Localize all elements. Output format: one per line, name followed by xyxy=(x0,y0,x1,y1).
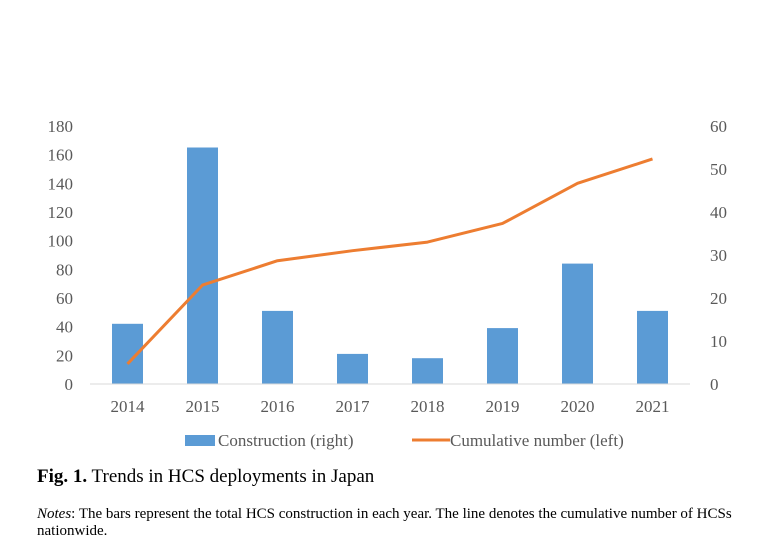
x-axis-ticks: 2014 2015 2016 2017 2018 2019 2020 2021 xyxy=(111,397,670,416)
figure-notes: Notes: The bars represent the total HCS … xyxy=(37,506,757,540)
x-tick-label: 2020 xyxy=(561,397,595,416)
left-tick-label: 160 xyxy=(48,146,74,165)
legend-label-cumulative: Cumulative number (left) xyxy=(450,431,624,450)
left-axis-ticks: 0 20 40 60 80 100 120 140 160 180 xyxy=(48,117,74,394)
left-tick-label: 100 xyxy=(48,232,74,251)
x-tick-label: 2016 xyxy=(261,397,295,416)
right-tick-label: 40 xyxy=(710,203,727,222)
bar-series xyxy=(112,147,668,384)
bar-2018 xyxy=(412,358,443,384)
figure-label: Fig. 1. xyxy=(37,466,88,487)
legend: Construction (right) Cumulative number (… xyxy=(185,431,624,450)
x-tick-label: 2021 xyxy=(636,397,670,416)
figure-caption: Fig. 1. Trends in HCS deployments in Jap… xyxy=(37,466,374,488)
figure-title: Trends in HCS deployments in Japan xyxy=(87,466,375,487)
right-tick-label: 30 xyxy=(710,246,727,265)
right-tick-label: 10 xyxy=(710,332,727,351)
bar-2021 xyxy=(637,310,668,384)
x-tick-label: 2015 xyxy=(186,397,220,416)
x-tick-label: 2018 xyxy=(411,397,445,416)
notes-label: Notes xyxy=(37,506,72,522)
x-tick-label: 2017 xyxy=(336,397,371,416)
right-tick-label: 20 xyxy=(710,289,727,308)
right-axis-ticks: 0 10 20 30 40 50 60 xyxy=(710,117,727,394)
x-tick-label: 2014 xyxy=(111,397,146,416)
right-tick-label: 50 xyxy=(710,160,727,179)
bar-2015 xyxy=(187,147,218,384)
left-tick-label: 60 xyxy=(56,289,73,308)
left-tick-label: 140 xyxy=(48,174,74,193)
bar-2017 xyxy=(337,353,368,384)
right-tick-label: 0 xyxy=(710,375,719,394)
line-series xyxy=(126,157,653,365)
left-tick-label: 20 xyxy=(56,346,73,365)
left-tick-label: 120 xyxy=(48,203,74,222)
right-tick-label: 60 xyxy=(710,117,727,136)
legend-swatch-construction xyxy=(185,435,215,446)
left-tick-label: 80 xyxy=(56,260,73,279)
notes-text: : The bars represent the total HCS const… xyxy=(37,506,732,539)
cumulative-line xyxy=(126,157,653,365)
bar-2016 xyxy=(262,310,293,384)
left-tick-label: 40 xyxy=(56,318,73,337)
bar-2019 xyxy=(487,328,518,384)
left-tick-label: 0 xyxy=(65,375,74,394)
combo-chart: 0 20 40 60 80 100 120 140 160 180 0 10 20 30 40 50 60 2… xyxy=(48,117,728,450)
bar-2020 xyxy=(562,263,593,384)
legend-label-construction: Construction (right) xyxy=(218,431,354,450)
left-tick-label: 180 xyxy=(48,117,74,136)
x-tick-label: 2019 xyxy=(486,397,520,416)
